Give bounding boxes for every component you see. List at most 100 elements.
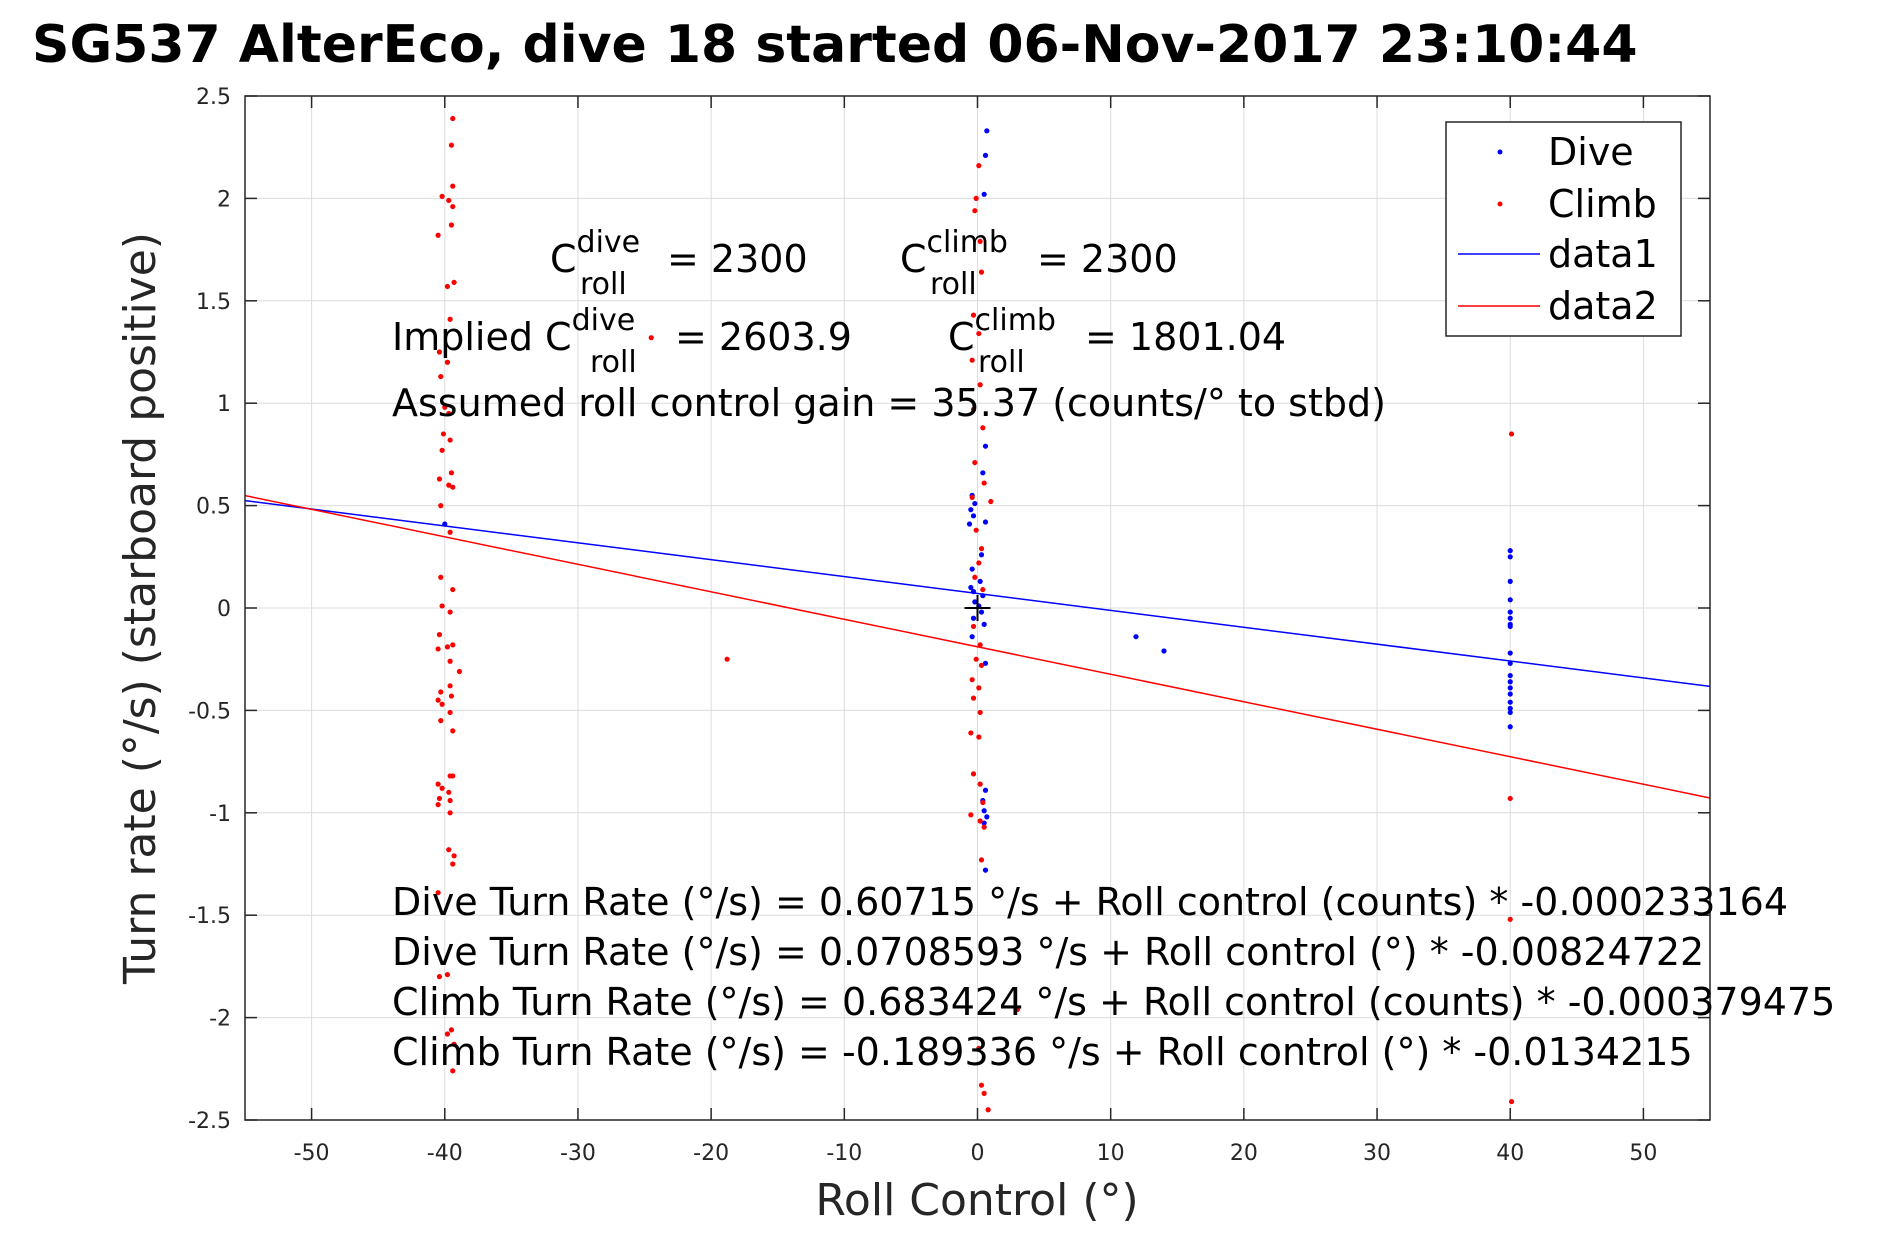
x-tick-label: -20	[693, 1141, 729, 1166]
point-dive	[970, 513, 977, 519]
point-climb	[438, 373, 444, 380]
y-tick-label: -2.5	[188, 1109, 231, 1134]
point-climb	[450, 773, 456, 779]
point-dive	[969, 634, 975, 640]
point-climb	[448, 142, 455, 148]
roll-gain: Assumed roll control gain = 35.37 (count…	[392, 381, 1386, 425]
y-axis-label: Turn rate (°/s) (starboard positive)	[115, 232, 166, 985]
x-tick-label: 30	[1363, 1141, 1391, 1166]
point-dive	[969, 566, 975, 572]
point-dive	[968, 507, 974, 513]
x-tick-label: -30	[560, 1141, 596, 1166]
point-dive	[972, 500, 978, 507]
legend-climb-marker	[1497, 201, 1503, 207]
point-dive	[977, 578, 983, 584]
point-climb	[450, 183, 456, 189]
point-climb	[448, 470, 455, 476]
point-climb	[447, 529, 453, 535]
point-climb	[981, 824, 987, 830]
fit-line-1: Dive Turn Rate (°/s) = 0.60715 °/s + Rol…	[392, 880, 1788, 924]
point-climb	[451, 853, 457, 859]
x-tick-label: 20	[1230, 1141, 1258, 1166]
point-dive	[978, 552, 985, 558]
point-climb	[972, 574, 978, 580]
point-climb	[438, 503, 444, 509]
legend-data2-label: data2	[1548, 284, 1658, 328]
point-climb	[447, 810, 453, 816]
point-dive	[972, 599, 978, 605]
annotations: Cdive roll= 2300 Cclimb roll= 2300 Implied…	[392, 225, 1835, 1074]
point-dive	[978, 609, 985, 615]
point-climb	[976, 560, 982, 566]
point-dive	[982, 443, 989, 449]
point-dive	[980, 470, 986, 476]
y-tick-label: -2	[209, 1007, 231, 1032]
point-dive	[982, 660, 989, 666]
point-climb	[1508, 431, 1515, 437]
y-tick-label: 2	[217, 187, 231, 212]
point-dive	[980, 593, 986, 599]
point-climb	[447, 658, 453, 664]
point-climb	[981, 1090, 987, 1096]
point-climb	[973, 195, 979, 201]
point-climb	[977, 382, 983, 388]
point-dive	[1507, 709, 1513, 716]
point-climb	[977, 238, 983, 245]
fit-lines	[245, 494, 1710, 799]
point-climb	[448, 693, 455, 699]
point-climb	[976, 685, 982, 691]
point-climb	[450, 1068, 456, 1074]
point-dive	[1507, 578, 1513, 584]
point-climb	[970, 695, 977, 701]
point-climb	[976, 163, 982, 169]
point-climb	[450, 484, 456, 490]
point-climb	[976, 734, 982, 740]
point-climb	[969, 357, 975, 363]
point-climb	[978, 857, 985, 863]
point-climb	[977, 709, 983, 716]
point-climb	[978, 662, 985, 668]
legend-dive-marker	[1497, 149, 1503, 155]
point-dive	[1507, 672, 1513, 679]
point-dive	[982, 152, 989, 158]
point-climb	[976, 330, 982, 337]
point-climb	[446, 789, 452, 795]
point-dive	[442, 521, 448, 527]
point-dive	[1507, 705, 1513, 711]
point-dive	[982, 519, 989, 525]
point-dive	[1507, 660, 1513, 666]
point-climb	[435, 646, 441, 652]
axis-ticks: -50 -40 -30 -20 -10 0 10 20 30 40 50 2.5 2 1.5 1 0.5 0 -0…	[188, 85, 1710, 1166]
point-climb	[440, 431, 447, 437]
x-tick-label: 40	[1496, 1141, 1524, 1166]
point-climb	[439, 785, 445, 791]
point-climb	[970, 771, 977, 777]
point-climb	[438, 574, 444, 580]
point-climb	[446, 482, 452, 488]
fit-line-3: Climb Turn Rate (°/s) = 0.683424 °/s + R…	[392, 980, 1835, 1024]
point-climb	[985, 1107, 991, 1113]
point-climb	[446, 197, 452, 204]
point-dive	[982, 787, 989, 793]
point-dive	[981, 808, 987, 814]
point-climb	[970, 623, 977, 630]
point-dive	[1507, 691, 1513, 697]
point-climb	[977, 781, 983, 787]
point-climb	[1507, 916, 1513, 922]
x-tick-label: -40	[427, 1141, 463, 1166]
point-climb	[969, 677, 975, 683]
point-climb	[978, 546, 985, 552]
point-climb	[980, 586, 986, 593]
point-climb	[973, 656, 979, 662]
point-climb	[447, 709, 453, 716]
point-climb	[968, 812, 974, 818]
y-tick-label: 1.5	[196, 290, 231, 315]
y-tick-label: 0.5	[196, 495, 231, 520]
point-climb	[436, 795, 443, 802]
point-climb	[446, 847, 452, 853]
data-points	[435, 115, 1515, 1113]
x-axis-label: Roll Control (°)	[815, 1175, 1138, 1226]
center-marker	[964, 595, 991, 621]
y-tick-label: -0.5	[188, 699, 231, 724]
point-climb	[436, 632, 443, 638]
